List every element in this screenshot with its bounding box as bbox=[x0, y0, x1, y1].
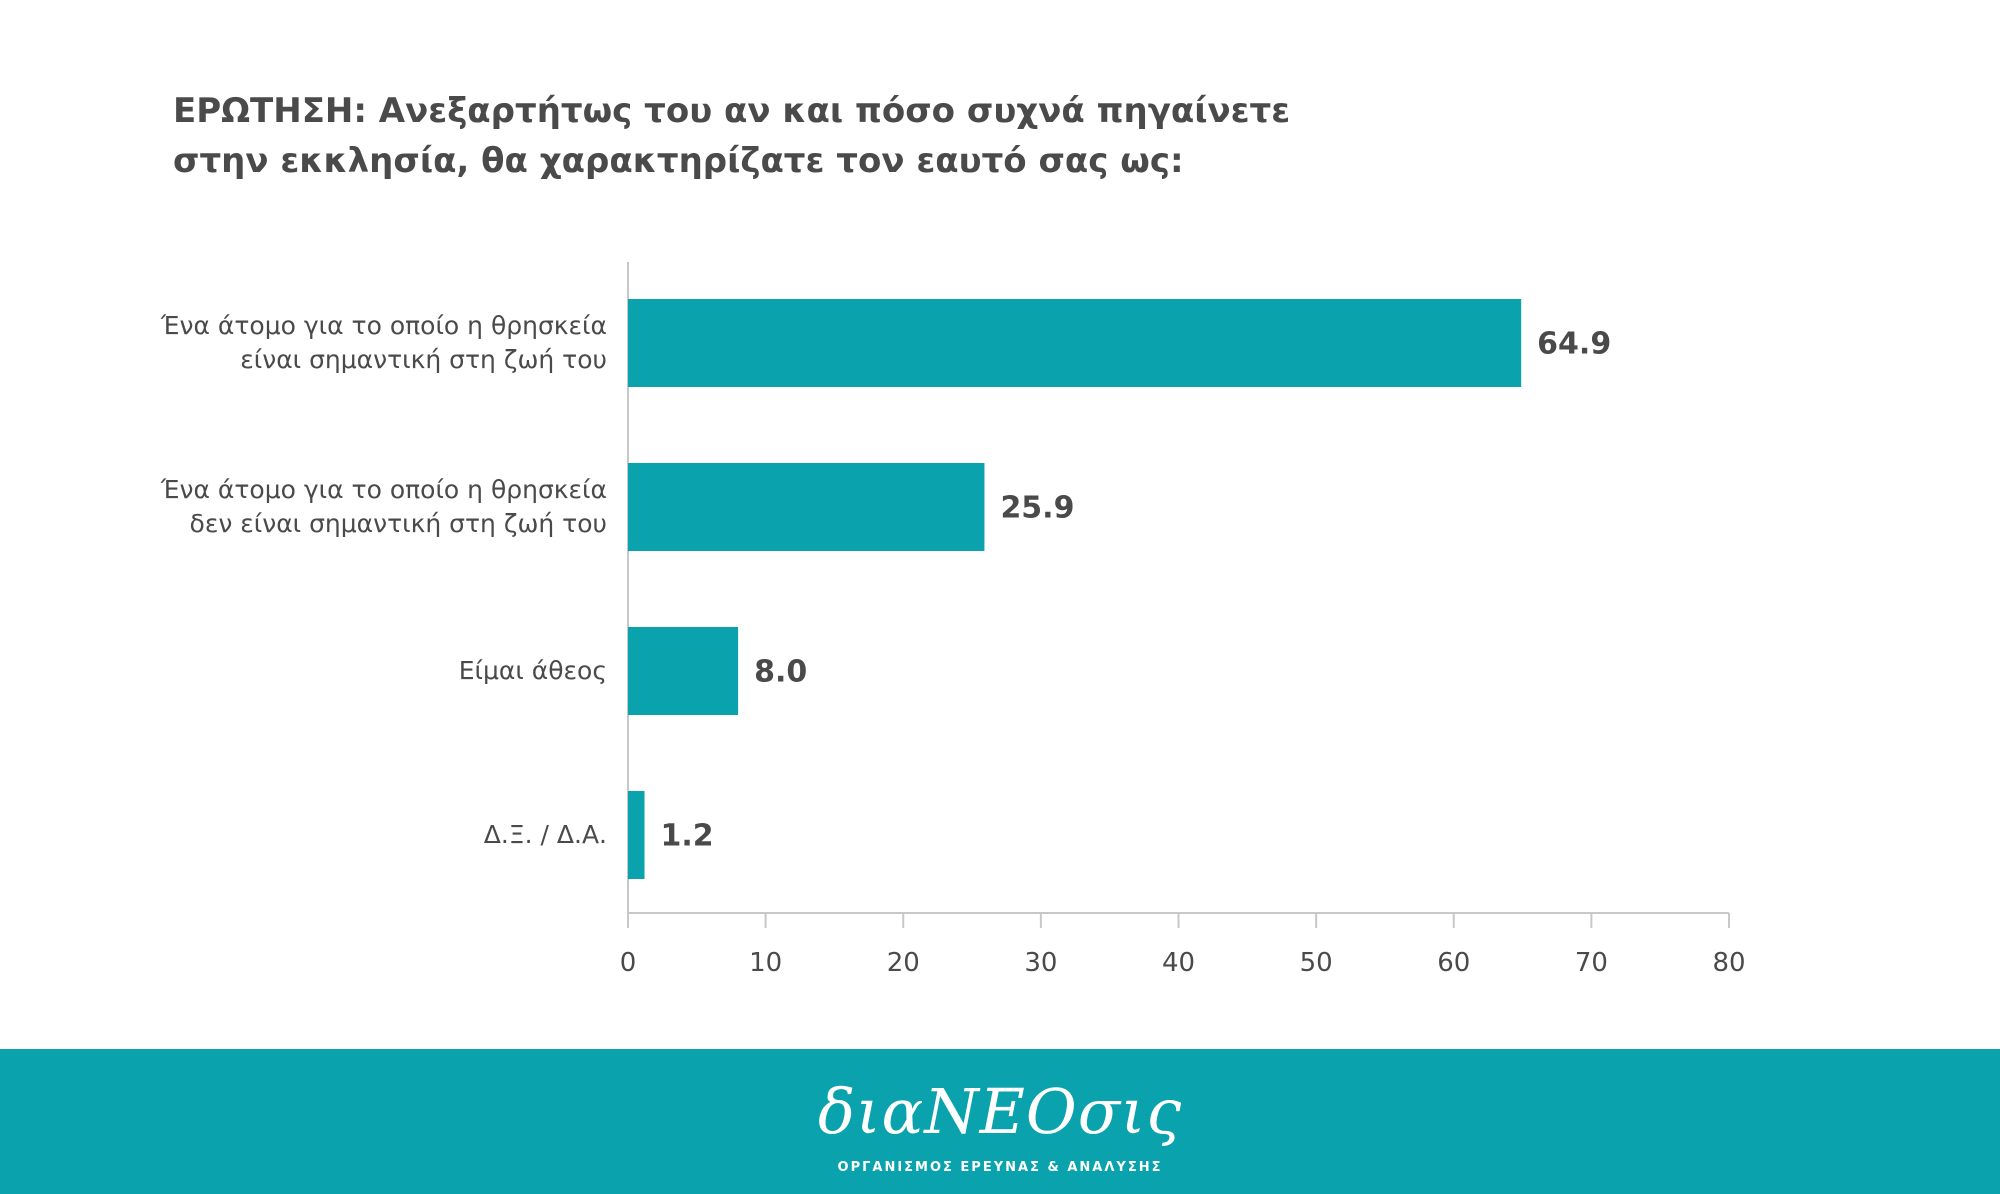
x-tick-label-8: 80 bbox=[1712, 948, 1745, 978]
x-tick-label-1: 10 bbox=[749, 948, 782, 978]
bar-chart: 0 10 20 30 40 50 60 70 80 64.9 Ένα άτομο για το οπ… bbox=[160, 262, 1746, 978]
x-tick-label-3: 30 bbox=[1024, 948, 1057, 978]
category-label-1: Ένα άτομο για το οποίο η θρησκεία δεν είν… bbox=[160, 475, 607, 538]
chart-title-line-1: ΕΡΩΤΗΣΗ: Ανεξαρτήτως του αν και πόσο συχ… bbox=[173, 91, 1291, 131]
x-tick-label-2: 20 bbox=[887, 948, 920, 978]
bar-value-label-3: 1.2 bbox=[661, 819, 714, 854]
x-tick-label-7: 70 bbox=[1575, 948, 1608, 978]
category-label-3-line-0: Δ.Ξ. / Δ.Α. bbox=[484, 820, 607, 849]
x-tick-label-0: 0 bbox=[620, 948, 637, 978]
bar-3 bbox=[628, 791, 645, 879]
x-tick-label-5: 50 bbox=[1300, 948, 1333, 978]
category-label-0: Ένα άτομο για το οποίο η θρησκεία είναι σ… bbox=[160, 311, 607, 374]
bar-value-label-1: 25.9 bbox=[1000, 491, 1074, 526]
bar-value-label-0: 64.9 bbox=[1537, 327, 1611, 362]
chart-title: ΕΡΩΤΗΣΗ: Ανεξαρτήτως του αν και πόσο συχ… bbox=[173, 86, 1373, 186]
category-label-0-line-0: Ένα άτομο για το οποίο η θρησκεία bbox=[160, 311, 607, 340]
category-label-2: Είμαι άθεος bbox=[459, 656, 607, 685]
x-tick-label-4: 40 bbox=[1162, 948, 1195, 978]
bar-value-label-2: 8.0 bbox=[754, 655, 807, 690]
bar-0 bbox=[628, 299, 1522, 387]
bar-1 bbox=[628, 463, 985, 551]
x-tick-label-6: 60 bbox=[1437, 948, 1470, 978]
category-label-0-line-1: είναι σημαντική στη ζωή του bbox=[240, 345, 607, 374]
brand-logo: διαΝΕΟσις bbox=[817, 1075, 1183, 1148]
footer-bar: διαΝΕΟσις ΟΡΓΑΝΙΣΜΟΣ ΕΡΕΥΝΑΣ & ΑΝΑΛΥΣΗΣ bbox=[0, 1049, 2000, 1194]
category-label-1-line-0: Ένα άτομο για το οποίο η θρησκεία bbox=[160, 475, 607, 504]
chart-title-line-2: στην εκκλησία, θα χαρακτηρίζατε τον εαυτ… bbox=[173, 141, 1184, 181]
category-label-2-line-0: Είμαι άθεος bbox=[459, 656, 607, 685]
brand-subtitle: ΟΡΓΑΝΙΣΜΟΣ ΕΡΕΥΝΑΣ & ΑΝΑΛΥΣΗΣ bbox=[837, 1160, 1163, 1175]
category-label-1-line-1: δεν είναι σημαντική στη ζωή του bbox=[190, 509, 607, 538]
bar-2 bbox=[628, 627, 739, 715]
category-label-3: Δ.Ξ. / Δ.Α. bbox=[484, 820, 607, 849]
